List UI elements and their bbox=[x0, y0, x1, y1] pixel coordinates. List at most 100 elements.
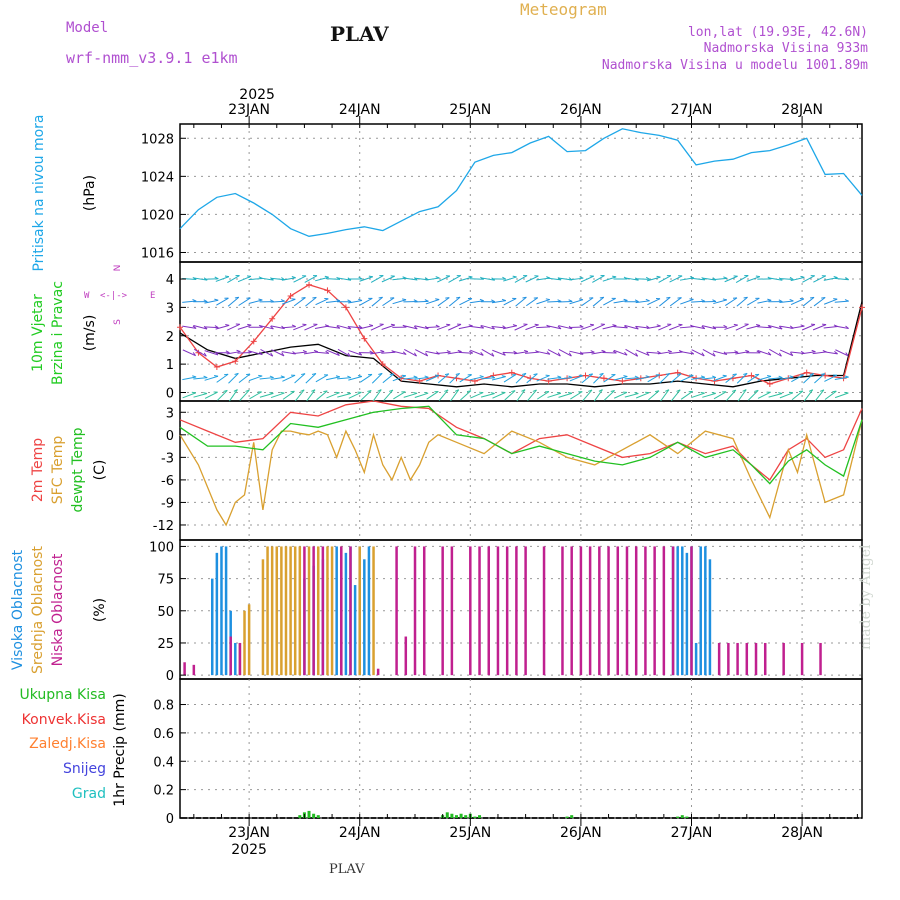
bar-niska-oblacnost bbox=[422, 546, 426, 676]
bar-niska-oblacnost bbox=[229, 636, 232, 676]
wind-arrow bbox=[592, 296, 605, 307]
y-tick-label: 0 bbox=[166, 386, 174, 401]
wind-arrow bbox=[547, 277, 562, 281]
wind-arrow-head bbox=[388, 389, 394, 392]
wind-arrow-head bbox=[479, 375, 484, 378]
wind-arrow bbox=[525, 351, 540, 354]
wind-arrow-head bbox=[312, 296, 317, 299]
wind-arrow bbox=[425, 277, 440, 281]
y-tick-label: 2 bbox=[166, 330, 174, 345]
panel-frame-temperature bbox=[179, 400, 863, 541]
y-tick-label: 0 bbox=[166, 429, 174, 444]
wind-arrow bbox=[436, 324, 451, 331]
bar-ukupna-kisa bbox=[298, 815, 302, 818]
wind-arrow bbox=[305, 373, 317, 384]
wind-arrow-head bbox=[336, 325, 341, 329]
wind-arrow-head bbox=[203, 299, 208, 303]
wind-arrow-head bbox=[203, 352, 207, 357]
wind-arrow bbox=[713, 299, 727, 305]
wind-arrow bbox=[746, 276, 761, 282]
wind-arrow bbox=[702, 392, 716, 398]
wind-arrow-head bbox=[389, 373, 394, 376]
wind-arrow bbox=[193, 277, 208, 281]
wind-arrow bbox=[824, 374, 838, 382]
precip-legend-item: Zaledj.Kisa bbox=[29, 736, 106, 752]
wind-arrow bbox=[580, 351, 595, 354]
wind-arrow bbox=[415, 349, 428, 357]
wind-arrow-head bbox=[368, 275, 373, 278]
wind-arrow-head bbox=[280, 391, 285, 394]
wind-arrow-head bbox=[634, 375, 639, 379]
wind-arrow bbox=[735, 275, 749, 283]
wind-arrow-head bbox=[623, 325, 628, 329]
wind-arrow bbox=[282, 390, 295, 400]
wind-arrow-head bbox=[665, 372, 670, 375]
wind-arrow bbox=[580, 275, 594, 283]
y-tick-label: 100 bbox=[149, 540, 174, 555]
wind-arrow bbox=[182, 392, 196, 399]
wind-arrow bbox=[469, 376, 484, 381]
wind-arrow bbox=[403, 376, 418, 380]
wind-arrow bbox=[215, 276, 230, 282]
wind-arrow bbox=[646, 351, 661, 354]
wind-arrow bbox=[448, 323, 462, 331]
wind-arrow bbox=[536, 391, 550, 400]
wind-arrow bbox=[359, 325, 374, 330]
wind-arrow bbox=[426, 391, 439, 400]
wind-arrow-head bbox=[490, 392, 495, 395]
wind-arrow-head bbox=[712, 299, 717, 302]
wind-arrow-head bbox=[313, 349, 318, 353]
wind-arrow bbox=[823, 298, 838, 305]
wind-arrow-head bbox=[479, 298, 484, 302]
wind-speed-point bbox=[177, 324, 183, 331]
wind-arrow bbox=[736, 296, 748, 307]
bar-visoka-oblacnost bbox=[211, 578, 214, 676]
wind-arrow-head bbox=[413, 375, 418, 378]
wind-arrow bbox=[691, 349, 705, 357]
wind-arrow bbox=[713, 277, 728, 281]
bar-visoka-oblacnost bbox=[699, 546, 702, 676]
wind-arrow bbox=[337, 377, 352, 380]
y-tick-label: 1028 bbox=[141, 132, 174, 147]
wind-arrow bbox=[702, 325, 716, 330]
wind-arrow bbox=[624, 277, 639, 281]
wind-arrow-head bbox=[789, 276, 794, 280]
wind-arrow bbox=[790, 325, 805, 329]
wind-arrow-head bbox=[347, 375, 352, 379]
wind-arrow bbox=[591, 323, 605, 331]
bar-srednja-oblacnost bbox=[316, 546, 320, 676]
wind-arrow bbox=[383, 389, 394, 401]
wind-arrow bbox=[403, 392, 418, 398]
wind-arrow-head bbox=[402, 298, 407, 301]
panel-frame-pressure bbox=[179, 123, 863, 263]
wind-arrow bbox=[613, 391, 628, 399]
wind-dir-s: S bbox=[113, 319, 123, 325]
top-day-label: 28JAN bbox=[781, 102, 823, 118]
wind-arrow-head bbox=[676, 389, 681, 392]
wind-arrow bbox=[834, 376, 849, 380]
wind-arrow bbox=[326, 376, 340, 381]
wind-arrow bbox=[635, 376, 650, 381]
bar-ukupna-kisa bbox=[316, 815, 320, 818]
bar-visoka-oblacnost bbox=[234, 642, 237, 676]
bar-srednja-oblacnost bbox=[284, 546, 288, 676]
wind-arrow-head bbox=[466, 390, 472, 393]
wind-arrow bbox=[315, 374, 329, 383]
wind-arrow bbox=[646, 325, 661, 330]
wind-arrow bbox=[371, 373, 383, 384]
wind-arrow bbox=[360, 390, 372, 401]
wind-arrow bbox=[491, 376, 506, 381]
wind-arrow bbox=[392, 375, 407, 382]
bar-niska-oblacnost bbox=[505, 546, 509, 676]
bottom-day-label: 24JAN bbox=[339, 825, 381, 841]
wind-arrow-head bbox=[701, 325, 706, 330]
wind-arrow bbox=[248, 299, 263, 304]
wind-arrow bbox=[229, 389, 238, 402]
y-tick-label: -3 bbox=[161, 451, 174, 466]
wind-arrow-head bbox=[357, 375, 362, 377]
wind-arrow bbox=[314, 351, 329, 354]
wind-arrow bbox=[624, 324, 639, 330]
wind-arrow-head bbox=[833, 298, 838, 300]
wind-arrow bbox=[735, 351, 750, 355]
wind-arrow bbox=[670, 373, 682, 384]
